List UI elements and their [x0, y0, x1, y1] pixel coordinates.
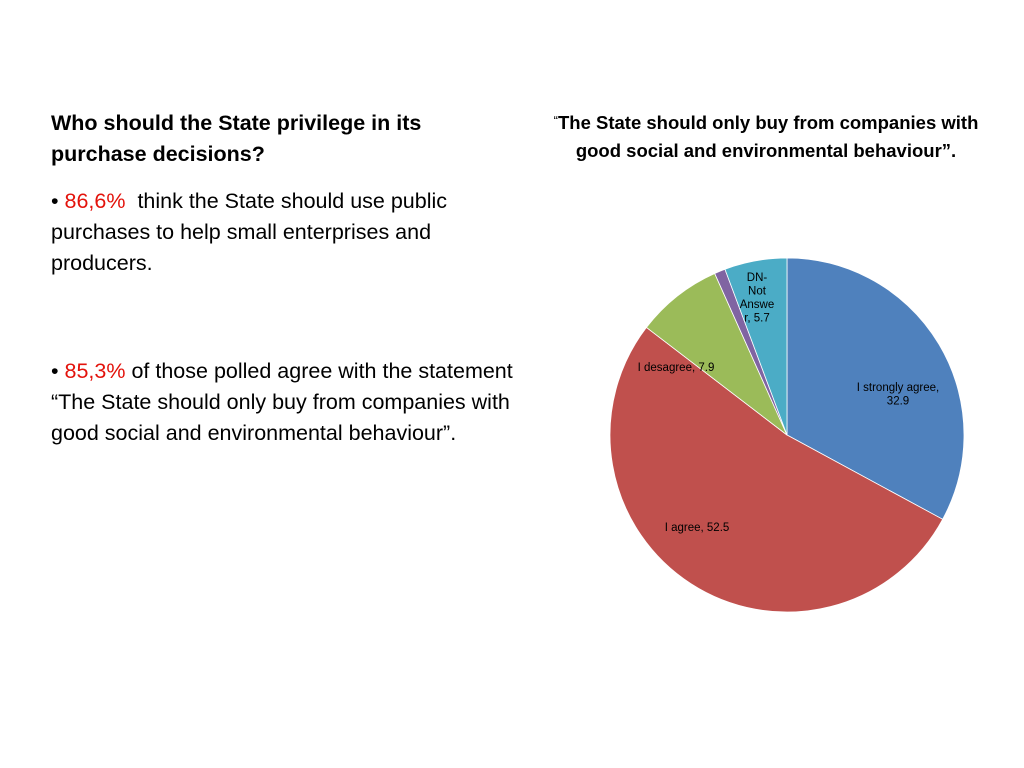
data-label-strongly-agree: I strongly agree, 32.9 — [857, 382, 939, 408]
data-label-agree: I agree, 52.5 — [665, 522, 730, 534]
data-label-line: I desagree, 7.9 — [638, 362, 715, 374]
question-heading: Who should the State privilege in its pu… — [51, 111, 422, 166]
pie-slice-agree — [609, 326, 944, 613]
chart-title-text: The State should only buy from companies… — [557, 112, 979, 161]
bullet-marker: • — [51, 189, 59, 213]
pie-slice-no-answer — [724, 257, 788, 436]
bullet-social-environmental: • 85,3% of those polled agree with the s… — [51, 356, 516, 449]
data-label-disagree: I desagree, 7.9 — [638, 362, 715, 374]
bullet-text: think the State should use public purcha… — [51, 189, 448, 275]
data-label-line: Not — [748, 286, 767, 298]
data-label-line: 32.9 — [887, 396, 909, 408]
bullet-marker: • — [51, 359, 59, 383]
data-label-line: I agree, 52.5 — [665, 522, 730, 534]
chart-title: “The State should only buy from companie… — [548, 107, 984, 165]
data-label-line: I strongly agree, — [857, 382, 939, 394]
data-label-no-answer: DN- Not Answe r, 5.7 — [740, 272, 775, 325]
chart-title-quote: “ — [553, 113, 558, 128]
data-label-line: r, 5.7 — [744, 313, 770, 325]
percentage-highlight: 85,3% — [64, 359, 126, 383]
percentage-highlight: 86,6% — [64, 189, 126, 213]
pie-slice-strongly-agree — [786, 257, 965, 520]
data-label-line: DN- — [747, 272, 768, 284]
bullet-small-enterprises: • 86,6% think the State should use publi… — [51, 186, 516, 279]
text-panel: Who should the State privilege in its pu… — [51, 108, 516, 449]
bullet-text: of those polled agree with the statement… — [51, 359, 513, 445]
data-label-line: Answe — [740, 299, 775, 311]
